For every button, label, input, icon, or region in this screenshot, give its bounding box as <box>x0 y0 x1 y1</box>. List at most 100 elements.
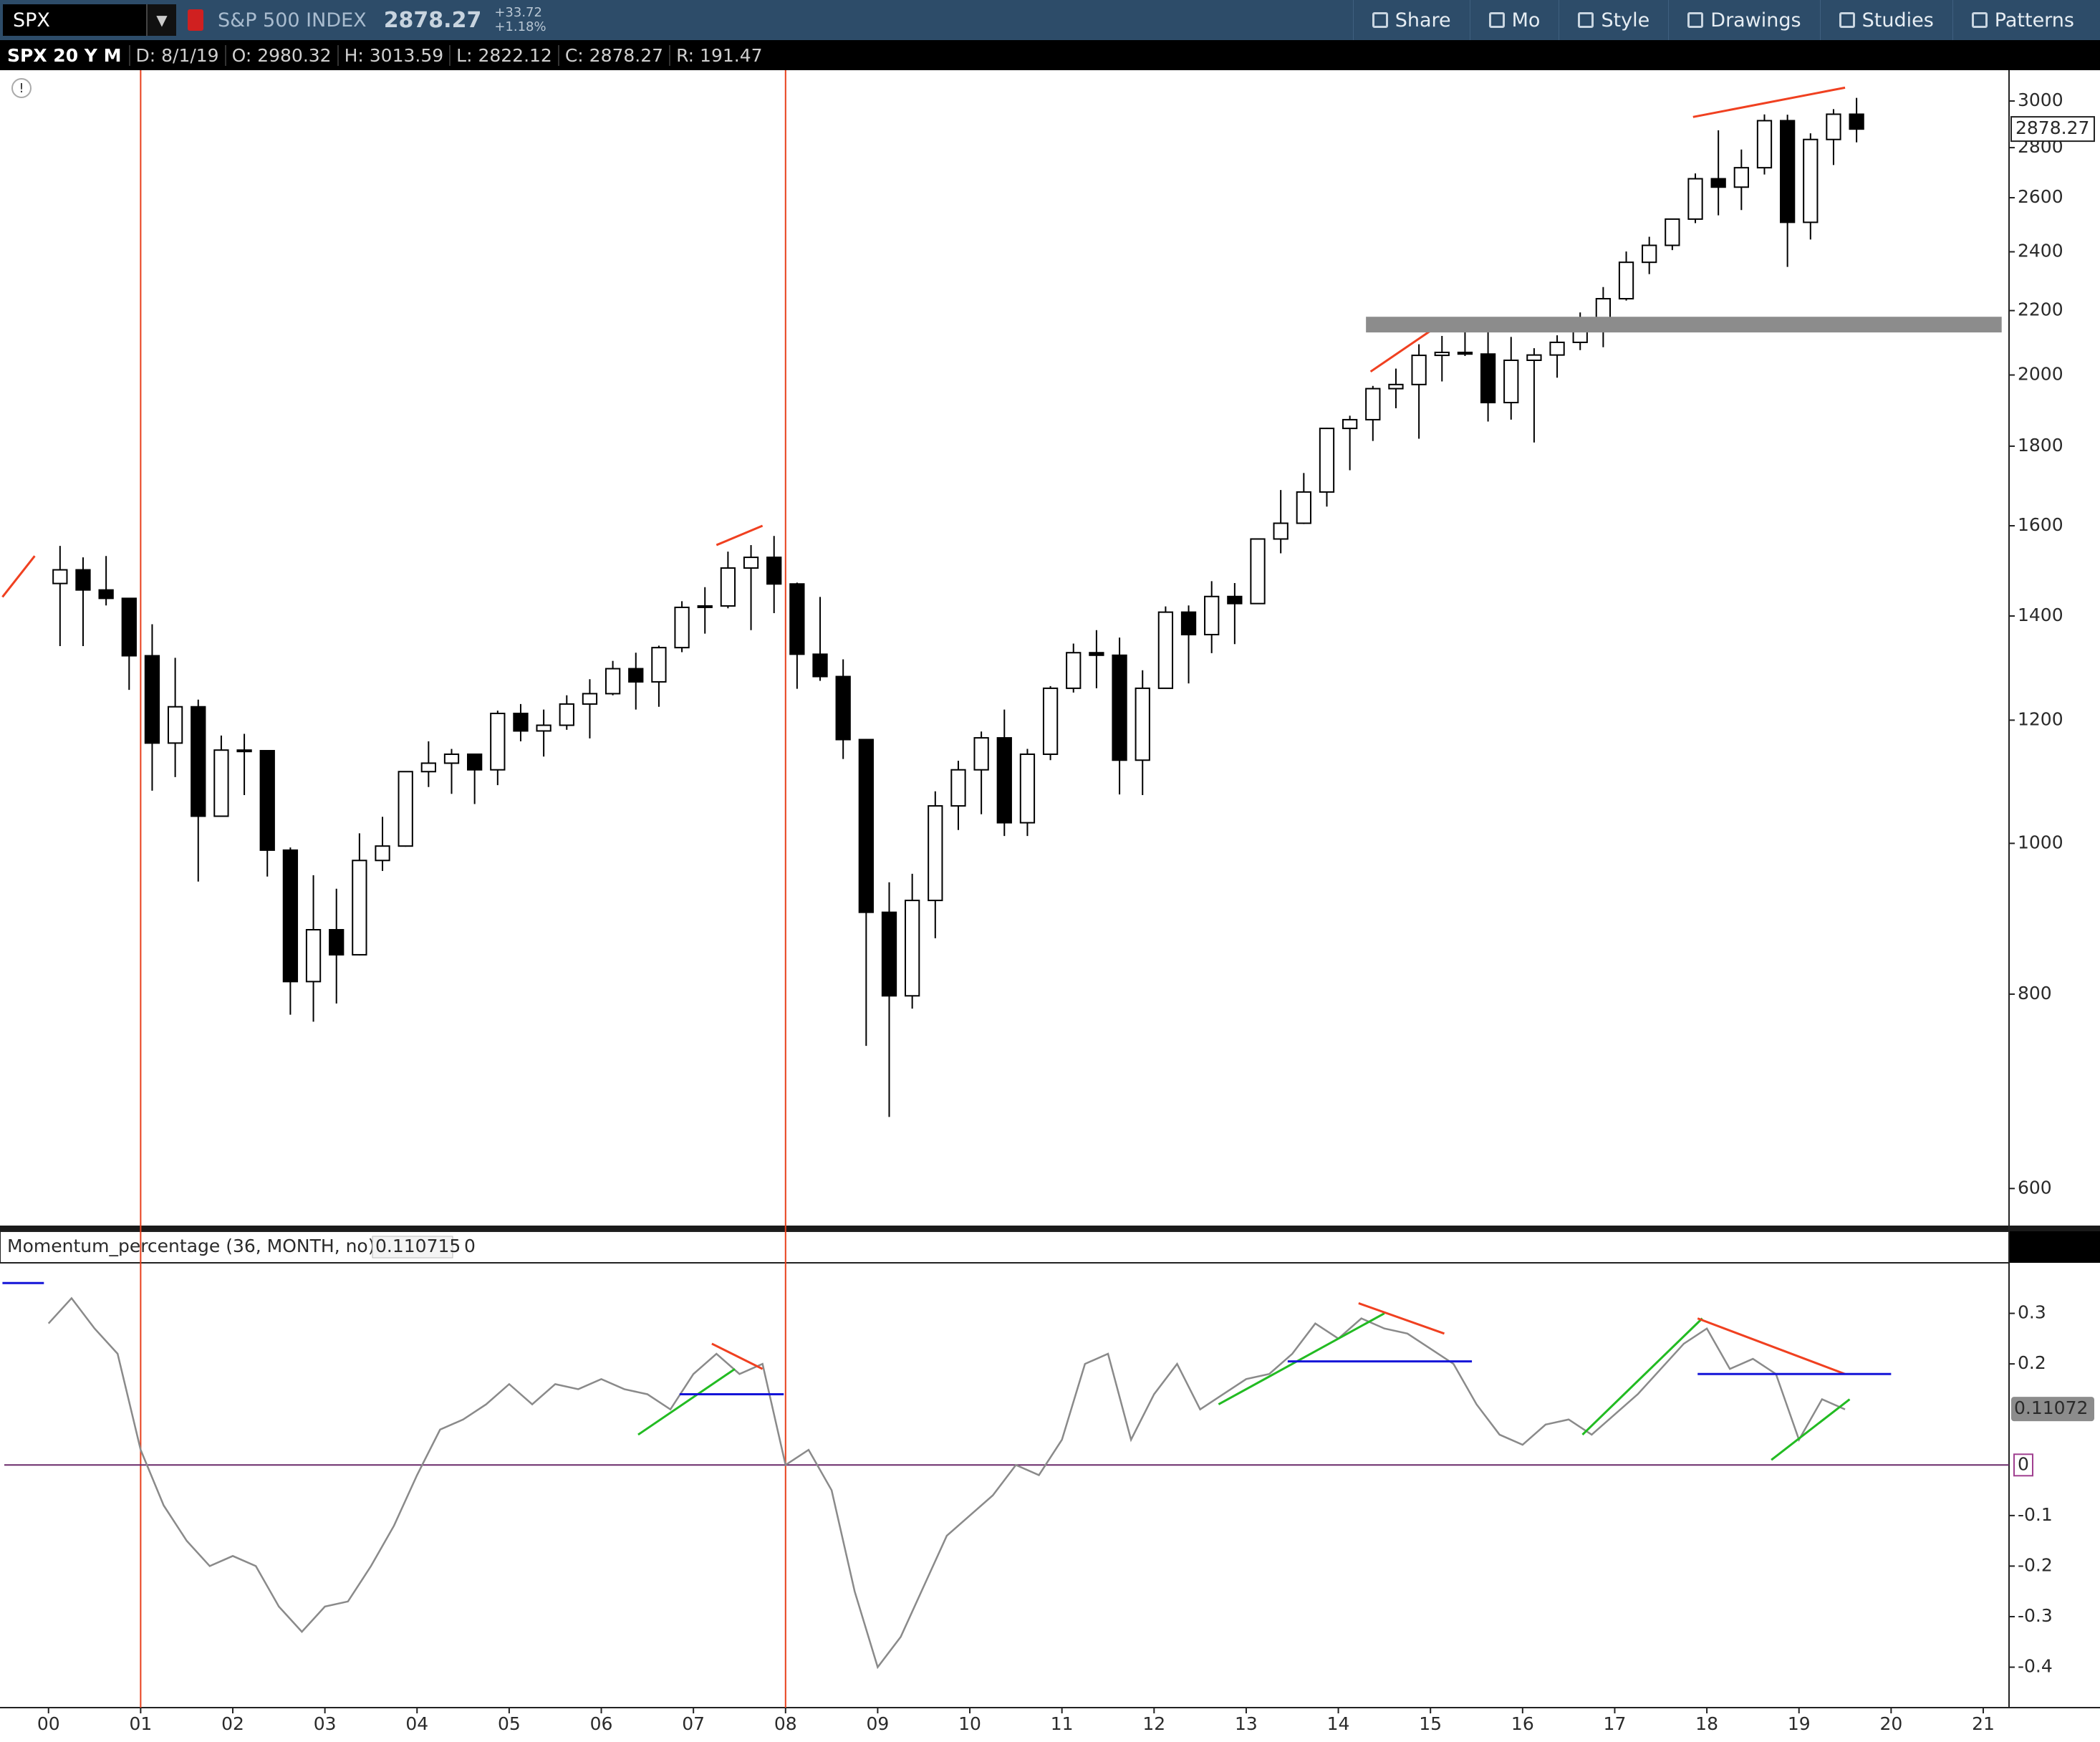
info-field: L: 2822.12 <box>449 44 558 66</box>
candle-body <box>697 605 713 608</box>
x-tick-label: 11 <box>1051 1713 1074 1734</box>
info-icon-glyph: ! <box>19 81 24 96</box>
candle-body <box>1250 538 1266 605</box>
candle-body <box>443 753 460 764</box>
drawing-line <box>1581 1317 1703 1436</box>
x-tick-label: 19 <box>1788 1713 1811 1734</box>
y-tick-label: -0.3 <box>2018 1605 2053 1626</box>
y-tick-label: 2200 <box>2018 299 2063 320</box>
reference-badge <box>2013 1453 2033 1477</box>
candle-body <box>1549 341 1565 356</box>
candle-body <box>1019 753 1036 824</box>
candle-body <box>858 738 874 913</box>
last-value-badge <box>2011 1397 2094 1422</box>
y-tick-label: 1800 <box>2018 435 2063 456</box>
candle-body <box>98 589 114 600</box>
drawing-line <box>1771 1398 1851 1461</box>
toolbar-button[interactable]: Share <box>1352 0 1470 40</box>
toolbar-button[interactable]: Studies <box>1819 0 1952 40</box>
y-tick-label: 1200 <box>2018 708 2063 729</box>
change: +33.72 +1.18% <box>494 6 546 34</box>
alert-icon[interactable] <box>188 9 203 31</box>
toolbar-button[interactable]: Style <box>1559 0 1668 40</box>
info-field: D: 8/1/19 <box>128 44 225 66</box>
button-label: Drawings <box>1710 9 1801 32</box>
candle-body <box>398 771 413 847</box>
candle-body <box>651 647 667 683</box>
candle-body <box>905 900 920 997</box>
candle-body <box>1135 687 1150 761</box>
study-value: 0.110715 <box>375 1236 461 1256</box>
candle-body <box>329 928 345 956</box>
candle-body <box>835 675 851 741</box>
candle-body <box>1503 359 1519 404</box>
y-tick-label: 2400 <box>2018 241 2063 261</box>
drawing-line <box>637 1367 736 1436</box>
panel-separator <box>0 1226 2100 1231</box>
candle-body <box>490 713 506 771</box>
symbol-input[interactable]: SPX <box>3 4 146 36</box>
candle-body <box>75 569 91 591</box>
button-icon <box>1971 12 1988 28</box>
candle-body <box>213 749 229 817</box>
toolbar-button[interactable]: Patterns <box>1952 0 2093 40</box>
x-tick-label: 03 <box>314 1713 337 1734</box>
candle-body <box>1803 138 1819 223</box>
candle-body <box>1756 120 1773 169</box>
x-tick-label: 17 <box>1604 1713 1627 1734</box>
y-tick-label: 800 <box>2018 983 2052 1004</box>
button-label: Share <box>1395 9 1451 32</box>
x-tick-label: 10 <box>958 1713 981 1734</box>
candle-body <box>259 750 275 851</box>
symbol-dropdown[interactable]: ▼ <box>146 4 176 36</box>
candle-body <box>121 597 137 657</box>
y-tick-label: 1600 <box>2018 514 2063 535</box>
last-value-label: 0.11072 <box>2014 1397 2088 1418</box>
candle-body <box>1319 428 1335 493</box>
y-tick-label: 2600 <box>2018 186 2063 207</box>
y-tick-label: 600 <box>2018 1177 2052 1198</box>
candle-body <box>766 557 782 585</box>
candle-body <box>1365 388 1381 420</box>
candle-body <box>1779 120 1796 223</box>
candle-body <box>191 706 206 817</box>
candle-body <box>628 668 644 683</box>
chart-title: SPX 20 Y M <box>7 44 122 66</box>
change-abs: +33.72 <box>494 5 542 20</box>
candle-body <box>352 860 367 956</box>
candle-body <box>513 713 529 732</box>
chart: Momentum_percentage (36, MONTH, no) 0.11… <box>0 70 2100 1734</box>
x-tick-label: 21 <box>1972 1713 1995 1734</box>
candle-body <box>1526 354 1542 361</box>
candle-body <box>1826 113 1841 140</box>
candle-body <box>1204 595 1220 635</box>
candle-body <box>1273 522 1289 540</box>
candle-body <box>1112 654 1127 761</box>
y-tick-label: -0.2 <box>2018 1554 2053 1575</box>
x-tick-label: 14 <box>1327 1713 1350 1734</box>
info-icon[interactable] <box>11 78 32 98</box>
toolbar-button[interactable]: Drawings <box>1668 0 1819 40</box>
drawing-line <box>1358 1302 1445 1335</box>
drawing-line <box>716 524 764 547</box>
x-tick-label: 09 <box>867 1713 890 1734</box>
candle-body <box>605 668 621 695</box>
button-label: Mo <box>1511 9 1541 32</box>
candle-body <box>1457 351 1473 355</box>
x-tick-label: 08 <box>774 1713 797 1734</box>
candle-body <box>1665 218 1680 246</box>
study-header-right <box>2009 1231 2100 1263</box>
description: S&P 500 INDEX <box>218 9 367 32</box>
x-tick-label: 07 <box>682 1713 705 1734</box>
button-label: Style <box>1601 9 1650 32</box>
info-field: R: 191.47 <box>669 44 768 66</box>
toolbar-button[interactable]: Mo <box>1469 0 1559 40</box>
candle-body <box>1296 491 1311 524</box>
candle-body <box>375 845 390 862</box>
button-icon <box>1488 12 1505 28</box>
candle-body <box>1388 383 1404 390</box>
drawing-band <box>1366 317 2002 333</box>
x-tick-label: 02 <box>221 1713 244 1734</box>
candle-body <box>1411 355 1427 385</box>
